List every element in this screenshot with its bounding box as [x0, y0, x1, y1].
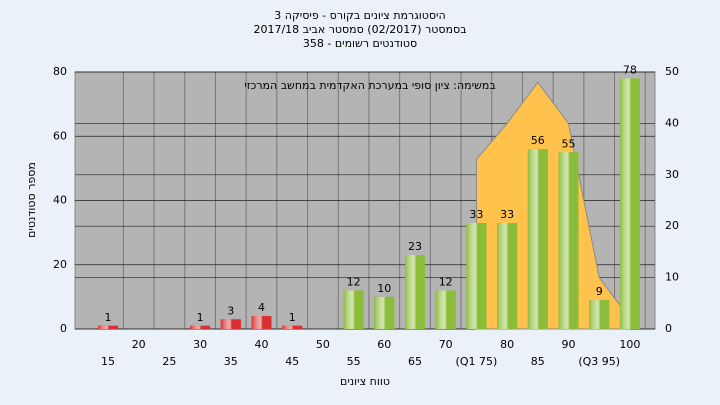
data-label: 12 [347, 275, 361, 288]
x-tick-label: 65 [408, 355, 422, 368]
data-label: 33 [469, 208, 483, 221]
data-label: 10 [377, 282, 391, 295]
x-tick-label: 55 [347, 355, 361, 368]
y2-tick-label: 0 [665, 322, 672, 335]
data-label: 9 [596, 285, 603, 298]
chart-title: היסטוגרמת ציונים בקורס - פיסיקה 3 [274, 9, 445, 22]
data-label: 3 [227, 304, 234, 317]
bar-shine [190, 325, 211, 329]
bar-shine [405, 255, 425, 329]
data-label: 4 [258, 301, 265, 314]
x-tick-label: 85 [531, 355, 545, 368]
plot: 1 1 3 4 1 12 10 23 12 33 33 56 55 9 78 [75, 63, 655, 330]
bar-shine [589, 300, 610, 329]
x-tick-label: 100 [619, 338, 640, 351]
y2-tick-label: 50 [665, 65, 679, 78]
x-tick-label: (Q3 95) [578, 355, 620, 368]
data-label: 1 [289, 311, 296, 324]
bar-shine [619, 78, 640, 329]
x-tick-label: 45 [285, 355, 299, 368]
y2-tick-label: 10 [665, 271, 679, 284]
bar-shine [98, 325, 118, 329]
chart-subtitle: סטודנטים רשומים - 358 [303, 37, 417, 50]
bar-shine [374, 296, 395, 329]
bar-shine [466, 222, 487, 329]
bar-shine [497, 222, 518, 329]
bar-shine [282, 325, 303, 329]
x-tick-label: 35 [224, 355, 238, 368]
bar-shine [220, 319, 241, 329]
x-tick-label: 70 [439, 338, 453, 351]
data-label: 1 [105, 311, 112, 324]
data-label: 1 [197, 311, 204, 324]
data-label: 23 [408, 240, 422, 253]
x-tick-label: 60 [377, 338, 391, 351]
bar-shine [343, 290, 364, 329]
data-label: 12 [439, 275, 453, 288]
bar-shine [435, 290, 456, 329]
bar-shine [558, 152, 579, 329]
y2-tick-label: 40 [665, 116, 679, 129]
y-tick-label: 40 [53, 194, 67, 207]
y-tick-label: 60 [53, 129, 67, 142]
x-tick-label: 25 [162, 355, 176, 368]
x-tick-label: 40 [255, 338, 269, 351]
data-label: 56 [531, 134, 545, 147]
bar-shine [251, 316, 272, 329]
x-tick-label: 50 [316, 338, 330, 351]
data-label: 78 [623, 63, 637, 76]
y-tick-label: 80 [53, 65, 67, 78]
y-axis-label: מספר סטודנטים [25, 162, 38, 238]
x-tick-label: 90 [562, 338, 576, 351]
chart-subtitle: בסמסטר (02/2017) סמסטר אביב 2017/18 [253, 23, 466, 36]
x-tick-label: 80 [500, 338, 514, 351]
y-tick-label: 0 [60, 322, 67, 335]
x-tick-label: (Q1 75) [456, 355, 498, 368]
annotation: במשימה: ציון סופי במערכת האקדמית במחשב ה… [244, 79, 495, 92]
y2-tick-label: 20 [665, 219, 679, 232]
y2-tick-label: 30 [665, 168, 679, 181]
data-label: 55 [562, 137, 576, 150]
x-tick-label: 15 [101, 355, 115, 368]
data-label: 33 [500, 208, 514, 221]
x-tick-label: 30 [193, 338, 207, 351]
y-tick-label: 20 [53, 258, 67, 271]
x-tick-label: 20 [132, 338, 146, 351]
bar-shine [527, 149, 548, 329]
x-axis-label: טווח ציונים [340, 375, 390, 388]
